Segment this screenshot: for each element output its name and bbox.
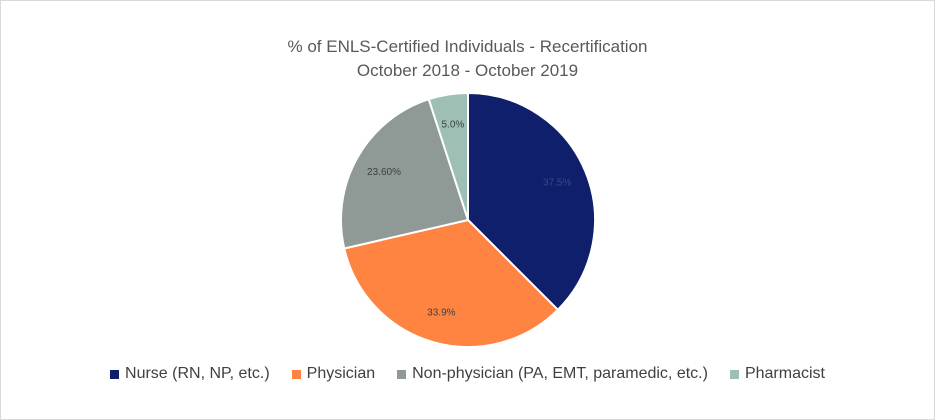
legend-label: Pharmacist bbox=[744, 365, 825, 382]
legend-label: Physician bbox=[306, 365, 376, 382]
legend-item-2: Physician bbox=[291, 365, 376, 383]
pie-slice-2 bbox=[343, 218, 560, 348]
legend-swatch bbox=[397, 369, 407, 379]
chart-subtitle: October 2018 - October 2019 bbox=[356, 61, 579, 80]
legend-item-1: Nurse (RN, NP, etc.) bbox=[110, 365, 270, 383]
pie-slice-1 bbox=[467, 91, 596, 312]
legend-swatch bbox=[291, 369, 301, 379]
chart-title-block: % of ENLS-Certified Individuals - Recert… bbox=[1, 35, 934, 83]
data-label-1: 37.5% bbox=[543, 178, 571, 189]
legend-swatch bbox=[110, 369, 120, 379]
legend-item-3: Non-physician (PA, EMT, paramedic, etc.) bbox=[397, 365, 708, 383]
legend-label: Nurse (RN, NP, etc.) bbox=[125, 365, 270, 382]
legend-label: Non-physician (PA, EMT, paramedic, etc.) bbox=[412, 365, 708, 382]
data-label-4: 5.0% bbox=[442, 119, 465, 130]
data-label-3: 23.60% bbox=[367, 167, 401, 178]
chart-legend: Nurse (RN, NP, etc.) Physician Non-physici… bbox=[1, 365, 934, 383]
chart-title: % of ENLS-Certified Individuals - Recert… bbox=[287, 37, 648, 56]
data-label-2: 33.9% bbox=[427, 307, 455, 318]
pie-slice-4 bbox=[427, 91, 469, 221]
pie-slice-3 bbox=[340, 97, 470, 250]
legend-item-4: Pharmacist bbox=[729, 365, 825, 383]
legend-swatch bbox=[729, 369, 739, 379]
